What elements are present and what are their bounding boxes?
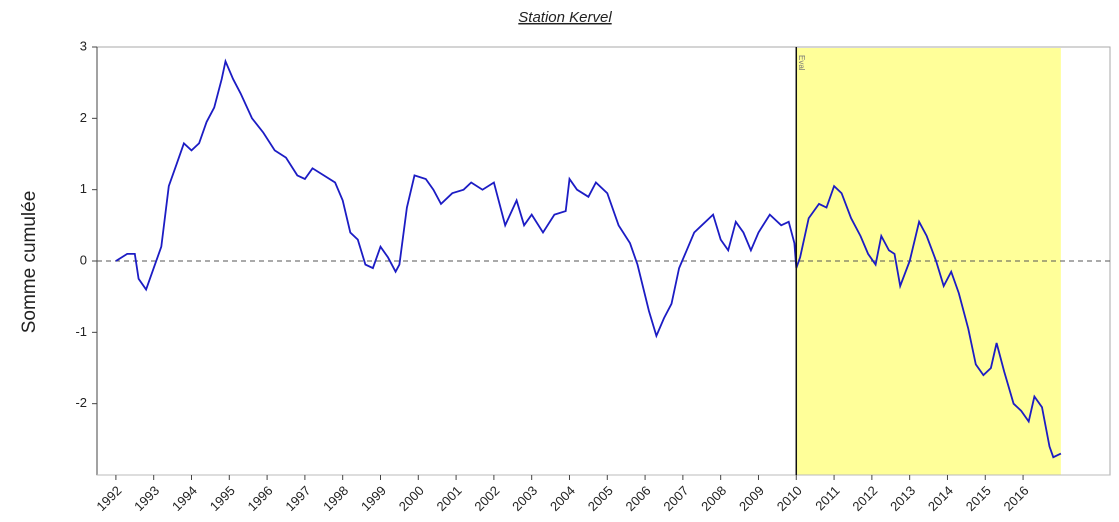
x-tick-label: 2010: [774, 483, 805, 514]
x-tick-label: 2012: [849, 483, 880, 514]
x-tick-label: 2008: [698, 483, 729, 514]
x-tick-label: 2006: [623, 483, 654, 514]
y-tick-label: 0: [80, 252, 87, 267]
x-tick-label: 2015: [963, 483, 994, 514]
x-tick-label: 1993: [131, 483, 162, 514]
vline-label: Eval: [797, 55, 806, 71]
x-tick-label: 2009: [736, 483, 767, 514]
x-tick-label: 2004: [547, 483, 578, 514]
x-tick-label: 1998: [320, 483, 351, 514]
x-tick-label: 1992: [93, 483, 124, 514]
y-axis-label: Somme cumulée: [19, 191, 40, 334]
x-tick-label: 1994: [169, 483, 200, 514]
x-tick-label: 1997: [282, 483, 313, 514]
x-tick-label: 2001: [434, 483, 465, 514]
y-tick-label: 1: [80, 181, 87, 196]
x-tick-label: 1996: [245, 483, 276, 514]
x-tick-label: 2007: [660, 483, 691, 514]
y-tick-label: 2: [80, 110, 87, 125]
x-tick-label: 2016: [1001, 483, 1032, 514]
data-line: [115, 58, 1062, 459]
x-tick-label: 2005: [585, 483, 616, 514]
x-tick-label: 2011: [812, 483, 842, 513]
y-tick-label: -1: [75, 324, 87, 339]
chart-title: Station Kervel: [518, 9, 612, 26]
x-tick-label: 1995: [207, 483, 238, 514]
x-tick-label: 2003: [509, 483, 540, 514]
x-tick-label: 2013: [887, 483, 918, 514]
x-tick-label: 2002: [471, 483, 502, 514]
y-tick-label: 3: [80, 38, 87, 53]
x-tick-label: 2000: [396, 483, 427, 514]
x-tick-label: 2014: [925, 483, 956, 514]
y-tick-label: -2: [75, 395, 87, 410]
x-tick-label: 1999: [358, 483, 389, 514]
